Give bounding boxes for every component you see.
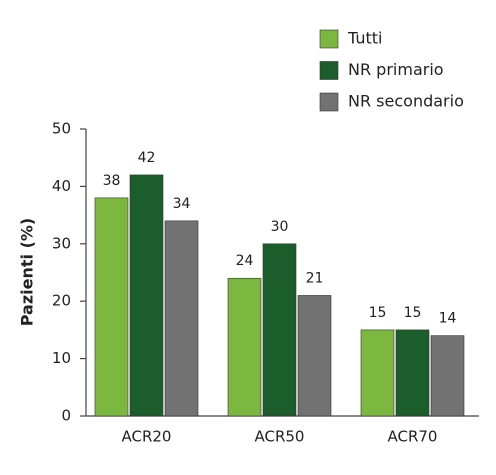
x-tick-label: ACR20 (122, 428, 172, 446)
y-tick-label: 40 (52, 177, 71, 195)
value-label: 15 (369, 305, 387, 321)
value-label: 24 (236, 253, 254, 269)
y-tick-label: 30 (52, 234, 71, 252)
y-tick-label: 20 (52, 292, 71, 310)
value-label: 30 (271, 219, 289, 235)
y-tick-label: 0 (61, 407, 71, 425)
y-tick-label: 10 (52, 349, 71, 367)
bar (297, 295, 332, 417)
bar (430, 335, 465, 417)
value-label: 14 (439, 311, 457, 327)
y-tick-label: 50 (52, 120, 71, 138)
legend-label: NR secondario (348, 92, 464, 111)
legend-label: Tutti (347, 29, 382, 48)
bar (262, 243, 297, 417)
bar (360, 329, 395, 417)
legend-swatch (319, 61, 339, 80)
legend-swatch (319, 29, 339, 49)
value-label: 42 (138, 150, 156, 166)
bar (227, 277, 262, 417)
legend-swatch (319, 92, 339, 112)
value-label: 15 (404, 305, 422, 321)
x-tick-label: ACR70 (388, 428, 438, 446)
bar (395, 329, 430, 417)
value-label: 38 (103, 173, 121, 189)
bar (94, 197, 129, 417)
x-tick-label: ACR50 (255, 428, 305, 446)
bar (129, 174, 164, 417)
value-label: 34 (173, 196, 191, 212)
value-label: 21 (306, 270, 324, 286)
legend-label: NR primario (348, 60, 444, 79)
bar (164, 220, 199, 417)
y-axis-label: Pazienti (%) (18, 218, 37, 327)
